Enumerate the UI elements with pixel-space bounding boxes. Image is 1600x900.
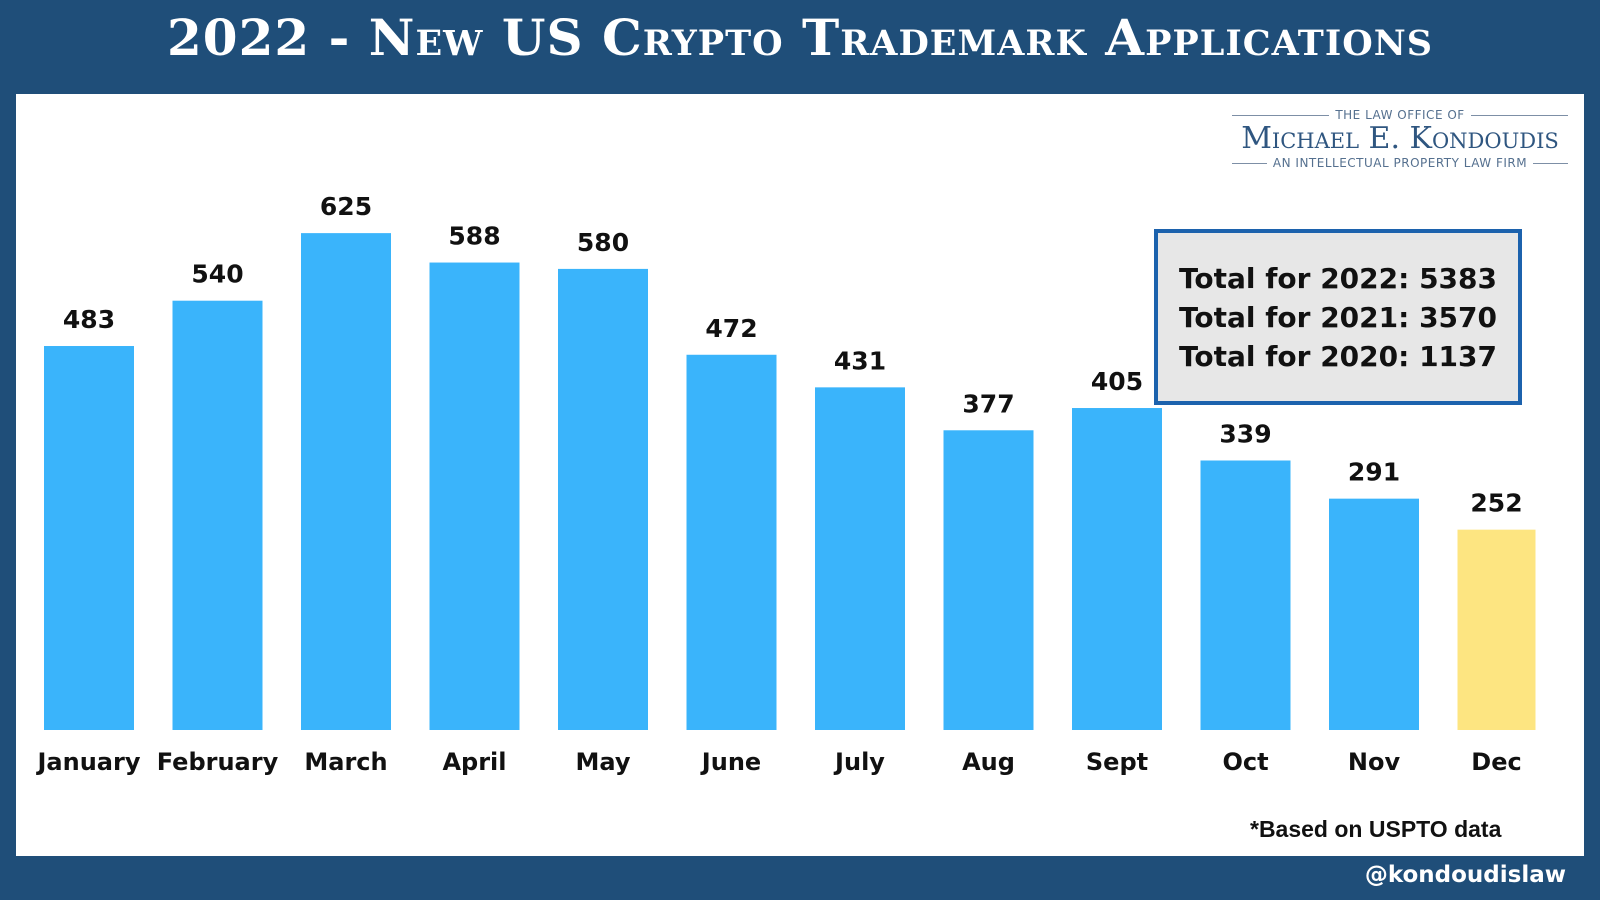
- logo-pre-text: THE LAW OFFICE OF: [1232, 108, 1568, 122]
- law-office-logo: THE LAW OFFICE OF Michael E. Kondoudis A…: [1232, 108, 1568, 170]
- data-label-dec: 252: [1470, 489, 1522, 518]
- bar-dec: [1457, 529, 1536, 730]
- bar-may: [558, 268, 648, 730]
- chart-panel: 483 January 540 February 625 March 588 April 580…: [16, 94, 1584, 856]
- total-2022: Total for 2022: 5383: [1178, 261, 1498, 295]
- social-handle: @kondoudislaw: [1364, 862, 1566, 888]
- data-label-oct: 339: [1219, 419, 1271, 448]
- bar-february: [172, 300, 263, 730]
- bar-january: [44, 346, 134, 730]
- total-2020: Total for 2020: 1137: [1178, 339, 1498, 373]
- bar-oct: [1200, 460, 1291, 730]
- data-label-january: 483: [63, 305, 115, 334]
- category-label-june: June: [700, 748, 761, 776]
- data-label-april: 588: [448, 222, 500, 251]
- totals-box: Total for 2022: 5383 Total for 2021: 357…: [1154, 229, 1522, 405]
- bar-april: [429, 262, 520, 730]
- data-label-aug: 377: [962, 389, 1014, 418]
- bar-march: [301, 233, 391, 730]
- bar-aug: [943, 430, 1034, 730]
- logo-post-text: AN INTELLECTUAL PROPERTY LAW FIRM: [1232, 156, 1568, 170]
- category-label-dec: Dec: [1471, 748, 1521, 776]
- bar-june: [686, 354, 777, 730]
- data-label-march: 625: [320, 192, 372, 221]
- bar-july: [815, 387, 905, 730]
- category-label-february: February: [157, 748, 279, 776]
- category-label-sept: Sept: [1086, 748, 1148, 776]
- total-2021: Total for 2021: 3570: [1178, 300, 1498, 334]
- category-label-oct: Oct: [1222, 748, 1268, 776]
- category-label-april: April: [442, 748, 506, 776]
- category-label-march: March: [304, 748, 387, 776]
- category-label-aug: Aug: [962, 748, 1015, 776]
- data-label-nov: 291: [1348, 458, 1400, 487]
- category-label-july: July: [833, 748, 885, 776]
- data-source-footnote: *Based on USPTO data: [1250, 816, 1502, 842]
- data-label-february: 540: [191, 260, 243, 289]
- category-label-nov: Nov: [1348, 748, 1401, 776]
- bar-chart: 483 January 540 February 625 March 588 April 580…: [36, 192, 1536, 776]
- category-label-january: January: [36, 748, 141, 776]
- bar-nov: [1329, 498, 1419, 730]
- data-label-july: 431: [834, 346, 886, 375]
- page-title: 2022 - New US Crypto Trademark Applicati…: [167, 8, 1433, 67]
- category-label-may: May: [576, 748, 631, 776]
- data-label-sept: 405: [1091, 367, 1143, 396]
- data-label-may: 580: [577, 228, 629, 257]
- bar-sept: [1072, 408, 1162, 730]
- logo-name: Michael E. Kondoudis: [1241, 121, 1559, 156]
- data-label-june: 472: [705, 314, 757, 343]
